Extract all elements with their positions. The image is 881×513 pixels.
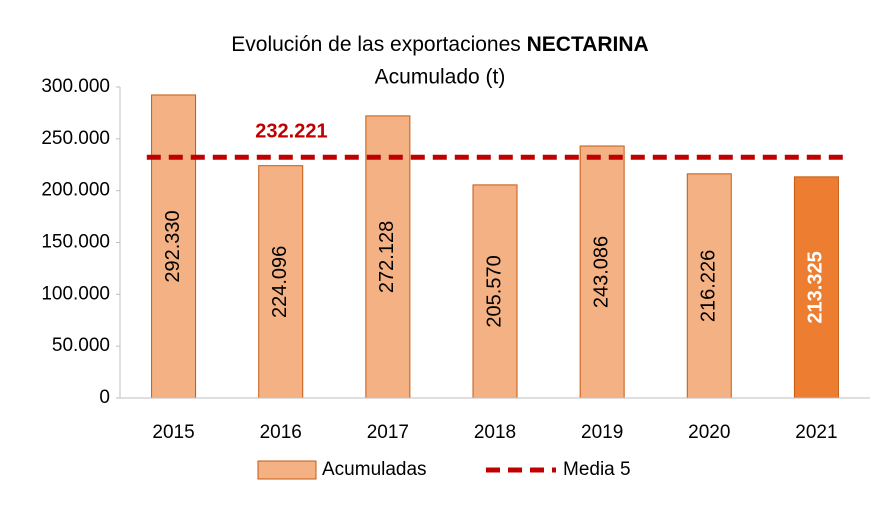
chart-title: Evolución de las exportaciones NECTARINA [231, 33, 648, 56]
x-tick-label: 2016 [260, 422, 302, 443]
average-label: 232.221 [255, 121, 327, 143]
bar [579, 145, 625, 399]
bar [472, 184, 518, 399]
x-tick-label: 2020 [688, 422, 730, 443]
data-label: 205.570 [483, 255, 505, 327]
y-tick-label: 50.000 [52, 335, 110, 356]
data-label: 243.086 [590, 236, 612, 308]
y-tick-label: 250.000 [41, 128, 110, 149]
title-bold: NECTARINA [527, 33, 649, 56]
bar [151, 94, 197, 399]
y-tick-label: 100.000 [41, 283, 110, 304]
data-label: 292.330 [162, 210, 184, 282]
data-label: 213.325 [805, 251, 827, 323]
bar [258, 165, 304, 399]
x-tick-label: 2019 [581, 422, 623, 443]
data-label: 224.096 [269, 246, 291, 318]
data-label: 272.128 [376, 221, 398, 293]
y-tick-label: 300.000 [41, 76, 110, 97]
y-tick-label: 150.000 [41, 232, 110, 253]
y-tick-label: 200.000 [41, 180, 110, 201]
x-tick-label: 2018 [474, 422, 516, 443]
legend-swatch [257, 460, 317, 480]
x-tick-label: 2017 [367, 422, 409, 443]
chart-subtitle: Acumulado (t) [375, 66, 506, 89]
x-tick-label: 2021 [795, 422, 837, 443]
bar [686, 173, 732, 399]
x-tick-label: 2015 [152, 422, 194, 443]
bar [365, 115, 411, 399]
legend-label: Media 5 [563, 459, 631, 480]
data-label: 216.226 [698, 250, 720, 322]
bar [793, 176, 839, 399]
y-tick-label: 0 [99, 387, 110, 408]
title-text: Evolución de las exportaciones [231, 33, 526, 56]
legend-label: Acumuladas [322, 459, 427, 480]
